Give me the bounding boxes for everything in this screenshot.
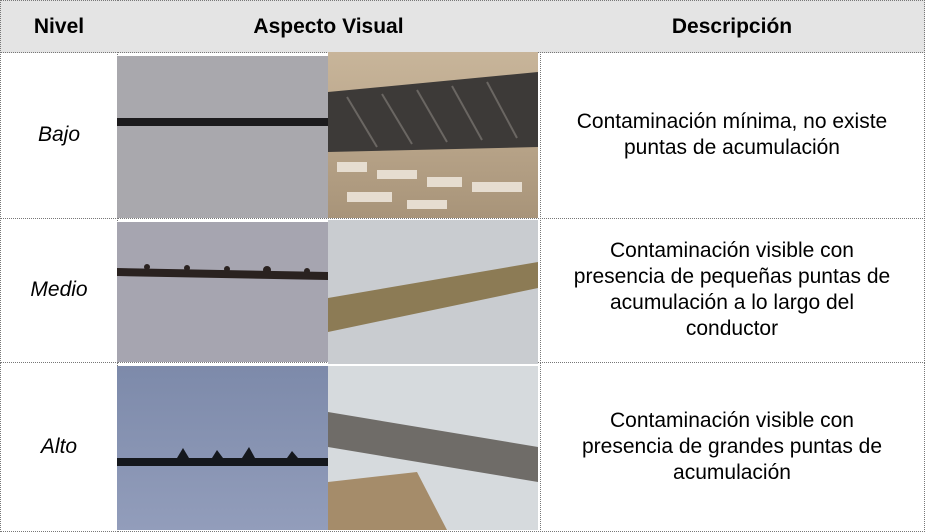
cable: [328, 262, 538, 332]
level-cell: Medio: [0, 218, 118, 363]
photo: [117, 366, 328, 530]
description-cell: Contaminación visible con presencia de p…: [540, 218, 925, 363]
description-cell: Contaminación mínima, no existe puntas d…: [540, 52, 925, 219]
cable: [117, 458, 328, 466]
cable: [117, 118, 328, 126]
image-cell: [117, 52, 541, 219]
cable: [328, 412, 538, 482]
header-cell: Aspecto Visual: [117, 0, 541, 53]
level-cell: Bajo: [0, 52, 118, 219]
cable-strands: [346, 81, 518, 148]
level-cell: Alto: [0, 362, 118, 532]
description-cell: Contaminación visible con presencia de g…: [540, 362, 925, 532]
accumulation: [177, 447, 298, 458]
accumulation: [144, 264, 310, 274]
photos: [117, 52, 538, 530]
city-buildings: [337, 162, 522, 209]
ground: [328, 472, 447, 530]
cable: [117, 268, 328, 280]
header-cell: Descripción: [540, 0, 925, 53]
photo: [117, 222, 328, 362]
photo: [117, 56, 328, 218]
cable: [328, 72, 538, 152]
header-cell: Nivel: [0, 0, 118, 53]
